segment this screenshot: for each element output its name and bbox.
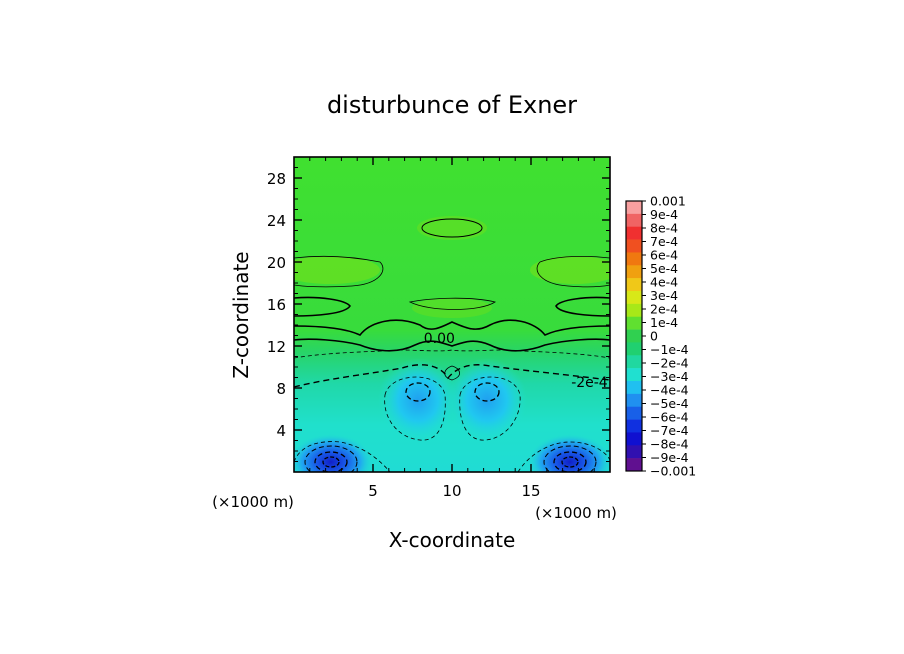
colorbar-swatch (626, 393, 642, 408)
x-axis: 5 10 15 (309, 157, 595, 500)
colorbar-swatch (626, 303, 642, 318)
colorbar-label: −5e-4 (650, 396, 689, 411)
colorbar-swatch (626, 381, 642, 395)
colorbar-swatch (626, 432, 642, 446)
x-unit-label: (×1000 m) (535, 504, 617, 522)
colorbar-label: −8e-4 (650, 437, 689, 452)
y-tick-label: 12 (267, 338, 286, 356)
colorbar-label: 7e-4 (650, 234, 678, 249)
colorbar-swatch (626, 316, 642, 330)
colorbar: 0.0019e-48e-47e-46e-45e-44e-43e-42e-41e-… (625, 194, 696, 479)
colorbar-swatch (626, 406, 642, 420)
y-tick-label: 8 (276, 380, 286, 398)
x-tick-label: 10 (442, 482, 461, 500)
colorbar-swatch (626, 239, 642, 253)
colorbar-swatch (626, 329, 642, 343)
colorbar-swatch (626, 265, 642, 279)
y-axis: 4 8 12 16 20 24 28 (267, 167, 610, 462)
colorbar-label: 1e-4 (650, 315, 678, 330)
colorbar-label: −4e-4 (650, 383, 689, 398)
colorbar-label: 9e-4 (650, 207, 678, 222)
colorbar-swatch (626, 213, 642, 228)
colorbar-label: −9e-4 (650, 450, 689, 465)
y-axis-label: Z-coordinate (229, 251, 253, 378)
contour-lines (294, 218, 610, 472)
colorbar-label: −1e-4 (650, 342, 689, 357)
x-tick-label: 5 (368, 482, 378, 500)
colorbar-label: 6e-4 (650, 248, 678, 263)
y-tick-label: 16 (267, 296, 286, 314)
colorbar-label: 0 (650, 329, 658, 344)
y-unit-label: (×1000 m) (212, 493, 294, 511)
colorbar-swatch (626, 419, 642, 433)
colorbar-label: −3e-4 (650, 369, 689, 384)
colorbar-label: −2e-4 (650, 356, 689, 371)
contour-label: 0.00 (424, 331, 455, 347)
colorbar-label: 2e-4 (650, 302, 678, 317)
colorbar-swatch (626, 278, 642, 292)
y-tick-label: 28 (267, 170, 286, 188)
contour-labels: 0.00 -2e-4 (424, 331, 608, 391)
colorbar-label: −7e-4 (650, 423, 689, 438)
colorbar-label: 5e-4 (650, 261, 678, 276)
y-tick-label: 4 (276, 422, 286, 440)
colorbar-swatch (626, 342, 642, 356)
colorbar-swatch (626, 458, 642, 472)
y-tick-label: 24 (267, 212, 286, 230)
colorbar-label: −0.001 (650, 464, 696, 479)
contour-label: -2e-4 (571, 375, 608, 391)
colorbar-label: −6e-4 (650, 410, 689, 425)
colorbar-swatch (626, 445, 642, 459)
x-tick-label: 15 (521, 482, 540, 500)
colorbar-swatch (626, 355, 642, 369)
colorbar-label: 0.001 (650, 194, 686, 209)
chart-title: disturbunce of Exner (327, 91, 577, 119)
x-axis-label: X-coordinate (389, 528, 516, 552)
colorbar-swatch (626, 226, 642, 240)
colorbar-swatch (626, 291, 642, 305)
y-tick-label: 20 (267, 254, 286, 272)
colorbar-swatch (626, 201, 642, 215)
colorbar-swatch (626, 252, 642, 266)
colorbar-label: 4e-4 (650, 275, 678, 290)
colorbar-label: 3e-4 (650, 288, 678, 303)
colorbar-label: 8e-4 (650, 221, 678, 236)
heatmap-field (294, 157, 610, 472)
colorbar-swatch (626, 368, 642, 382)
